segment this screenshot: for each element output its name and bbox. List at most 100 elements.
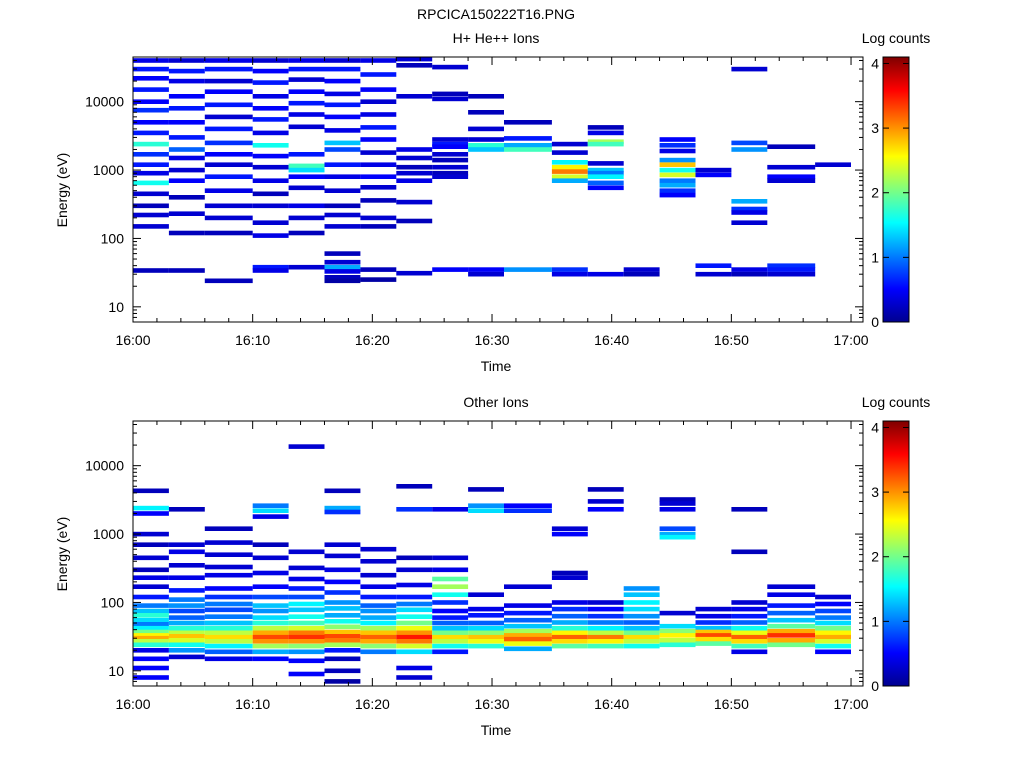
heatmap-cell: [659, 628, 696, 634]
heatmap-cell: [252, 555, 289, 561]
panel-title: H+ He++ Ions: [453, 30, 540, 46]
heatmap-cell: [168, 615, 205, 620]
heatmap-cell: [252, 643, 289, 649]
panel-h-ions: H+ He++ Ions 16:00 16:10 16:20 16:30 16:40 16…: [54, 30, 930, 374]
x-tick-label: 16:50: [714, 332, 749, 348]
heatmap-cell: [731, 600, 768, 605]
y-tick-label: 10000: [85, 94, 124, 110]
heatmap-cell: [551, 531, 588, 537]
heatmap-cell: [133, 212, 169, 218]
heatmap-cell: [204, 188, 253, 193]
heatmap-cell: [551, 600, 588, 605]
heatmap-cell: [587, 167, 624, 173]
heatmap-cell: [468, 267, 504, 272]
heatmap-cell: [695, 172, 732, 178]
y-axis-label: Energy (eV): [54, 517, 70, 592]
heatmap-cell: [767, 610, 816, 616]
heatmap-cell: [133, 120, 169, 125]
heatmap-cell: [288, 639, 325, 644]
heatmap-cell: [767, 178, 816, 183]
colorbar-gradient: [882, 56, 910, 323]
heatmap-cell: [133, 635, 169, 641]
x-tick-label: 16:10: [235, 696, 270, 712]
heatmap-cell: [396, 567, 433, 573]
heatmap-cell: [587, 499, 624, 504]
heatmap-cell: [731, 620, 768, 625]
heatmap-cell: [504, 617, 552, 623]
heatmap-cell: [504, 120, 552, 125]
heatmap-cell: [204, 620, 253, 626]
heatmap-cell: [659, 167, 696, 173]
heatmap-cell: [168, 642, 205, 648]
heatmap-cell: [360, 112, 397, 117]
heatmap-cell: [731, 606, 768, 612]
heatmap-cell: [252, 264, 289, 270]
heatmap-cell: [659, 157, 696, 163]
heatmap-cell: [324, 668, 361, 674]
heatmap-cell: [468, 147, 504, 152]
heatmap-cell: [396, 164, 433, 170]
heatmap-cell: [551, 634, 588, 640]
heatmap-cell: [767, 271, 816, 277]
heatmap-cell: [288, 594, 325, 600]
heatmap-cell: [288, 444, 325, 449]
colorbar-tick-label: 0: [871, 314, 879, 330]
heatmap-cell: [396, 675, 433, 680]
heatmap-cell: [252, 178, 289, 183]
heatmap-cell: [204, 643, 253, 649]
colorbar-tick-label: 4: [871, 419, 879, 435]
heatmap-cell: [288, 203, 325, 209]
heatmap-cell: [659, 526, 696, 531]
heatmap-cell: [396, 620, 433, 626]
heatmap-cell: [168, 268, 205, 273]
heatmap-cell: [252, 584, 289, 589]
heatmap-cell: [324, 613, 361, 618]
heatmap-cell: [324, 102, 361, 108]
heatmap-cell: [168, 120, 205, 125]
heatmap-cell: [288, 649, 325, 655]
heatmap-cell: [587, 639, 624, 644]
heatmap-cell: [168, 178, 205, 183]
heatmap-cell: [360, 594, 397, 600]
heatmap-cell: [767, 617, 816, 623]
heatmap-cell: [252, 594, 289, 600]
heatmap-cell: [360, 603, 397, 608]
heatmap-cell: [168, 625, 205, 631]
heatmap-cell: [695, 606, 732, 612]
heatmap-cell: [551, 630, 588, 636]
heatmap-cell: [252, 68, 289, 74]
heatmap-cell: [659, 148, 696, 154]
heatmap-cell: [168, 542, 205, 547]
heatmap-cell: [288, 607, 325, 613]
y-tick-label: 1000: [93, 162, 124, 178]
heatmap-cell: [204, 126, 253, 132]
x-tick-label: 16:10: [235, 332, 270, 348]
heatmap-cell: [168, 588, 205, 593]
heatmap-cell: [288, 215, 325, 221]
heatmap-cell: [396, 63, 433, 68]
heatmap-cell: [288, 625, 325, 631]
heatmap-cell: [623, 606, 660, 612]
heatmap-cell: [767, 592, 816, 597]
heatmap-cell: [324, 590, 361, 595]
colorbar: 0 1 2 3 4: [871, 55, 910, 330]
heatmap-cell: [360, 99, 397, 104]
y-axis-label: Energy (eV): [54, 153, 70, 228]
heatmap-cell: [288, 601, 325, 607]
heatmap-cell: [731, 613, 768, 619]
heatmap-cell: [288, 124, 325, 130]
heatmap-cell: [288, 576, 325, 582]
heatmap-cell: [432, 137, 469, 142]
heatmap-cell: [659, 182, 696, 188]
heatmap-cell: [324, 203, 361, 209]
heatmap-cell: [168, 167, 205, 173]
heatmap-cell: [288, 643, 325, 649]
heatmap-cell: [133, 180, 169, 186]
heatmap-cell: [551, 169, 588, 174]
heatmap-cell: [551, 160, 588, 165]
heatmap-cell: [133, 639, 169, 644]
heatmap-cell: [204, 607, 253, 613]
heatmap-cell: [432, 634, 469, 640]
heatmap-cell: [204, 102, 253, 108]
heatmap-cell: [168, 620, 205, 626]
